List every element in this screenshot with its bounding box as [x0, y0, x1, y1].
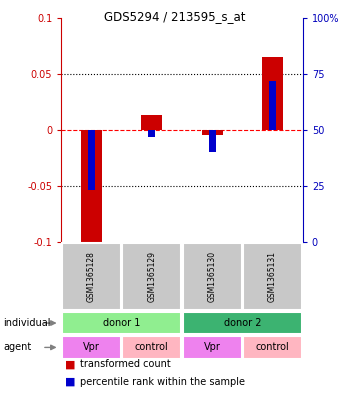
Bar	[148, 130, 155, 137]
Text: ■: ■	[65, 359, 75, 369]
Text: GSM1365131: GSM1365131	[268, 251, 277, 302]
Text: Vpr: Vpr	[83, 342, 100, 353]
Text: percentile rank within the sample: percentile rank within the sample	[80, 377, 245, 387]
Bar	[269, 81, 276, 130]
Text: ■: ■	[65, 377, 75, 387]
Text: GSM1365129: GSM1365129	[147, 251, 156, 302]
Text: agent: agent	[4, 342, 32, 353]
Text: GSM1365128: GSM1365128	[87, 251, 96, 302]
Bar	[202, 130, 223, 136]
Bar	[141, 115, 162, 130]
Text: individual: individual	[4, 318, 51, 328]
Bar	[88, 130, 95, 191]
Text: control: control	[135, 342, 169, 353]
Bar	[209, 130, 216, 152]
Text: donor 1: donor 1	[103, 318, 140, 328]
Text: GSM1365130: GSM1365130	[208, 251, 217, 302]
Text: Vpr: Vpr	[204, 342, 220, 353]
Text: donor 2: donor 2	[224, 318, 261, 328]
Bar	[81, 130, 102, 248]
Bar	[262, 57, 283, 130]
Text: control: control	[256, 342, 289, 353]
Text: GDS5294 / 213595_s_at: GDS5294 / 213595_s_at	[104, 10, 246, 23]
Text: transformed count: transformed count	[80, 359, 171, 369]
